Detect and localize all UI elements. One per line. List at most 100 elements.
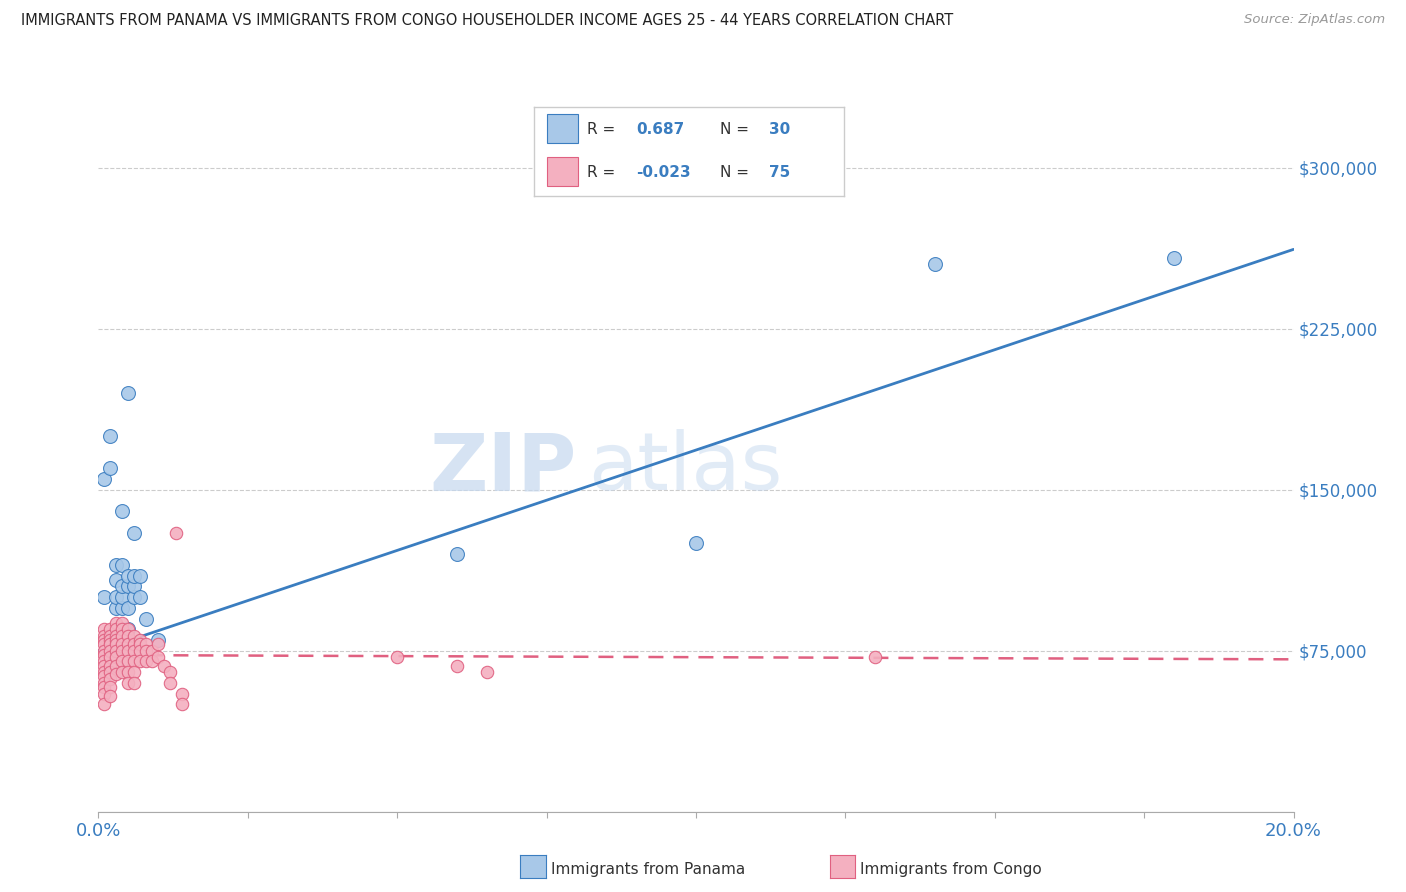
- Point: [135, 637, 157, 651]
- Point: [105, 637, 128, 651]
- Point: [446, 658, 468, 673]
- Point: [100, 461, 122, 475]
- Point: [141, 644, 163, 658]
- Point: [105, 590, 128, 604]
- Point: [685, 536, 707, 550]
- Point: [100, 637, 122, 651]
- Point: [172, 687, 194, 701]
- Point: [100, 633, 122, 648]
- Point: [100, 672, 122, 686]
- Point: [117, 622, 139, 636]
- Point: [159, 676, 181, 690]
- Point: [105, 658, 128, 673]
- Point: [135, 644, 157, 658]
- Text: 75: 75: [769, 165, 790, 179]
- Point: [141, 655, 163, 669]
- Point: [105, 558, 128, 572]
- Point: [111, 590, 134, 604]
- Point: [129, 568, 152, 582]
- Point: [117, 637, 139, 651]
- Point: [93, 637, 115, 651]
- Point: [111, 655, 134, 669]
- Point: [124, 590, 146, 604]
- Point: [93, 644, 115, 658]
- Point: [153, 658, 176, 673]
- Text: Source: ZipAtlas.com: Source: ZipAtlas.com: [1244, 13, 1385, 27]
- Point: [93, 622, 115, 636]
- Point: [100, 429, 122, 443]
- Point: [124, 665, 146, 680]
- Point: [100, 658, 122, 673]
- Text: Immigrants from Panama: Immigrants from Panama: [551, 863, 745, 877]
- Point: [100, 644, 122, 658]
- Text: atlas: atlas: [588, 429, 783, 508]
- Point: [100, 650, 122, 665]
- Point: [105, 633, 128, 648]
- Point: [159, 665, 181, 680]
- Point: [124, 644, 146, 658]
- Point: [100, 665, 122, 680]
- Point: [129, 633, 152, 648]
- Point: [129, 590, 152, 604]
- Point: [100, 622, 122, 636]
- Point: [117, 622, 139, 636]
- Bar: [547, 114, 578, 143]
- Point: [105, 667, 128, 681]
- Point: [105, 650, 128, 665]
- Point: [105, 615, 128, 630]
- Point: [93, 658, 115, 673]
- Point: [111, 637, 134, 651]
- Point: [117, 629, 139, 643]
- Text: N =: N =: [720, 122, 754, 136]
- Text: 0.687: 0.687: [637, 122, 685, 136]
- Point: [111, 622, 134, 636]
- Text: ZIP: ZIP: [429, 429, 576, 508]
- Point: [165, 525, 187, 540]
- Point: [172, 698, 194, 712]
- Point: [117, 665, 139, 680]
- Point: [124, 579, 146, 593]
- Point: [1163, 251, 1185, 265]
- Point: [93, 648, 115, 662]
- Point: [148, 650, 170, 665]
- Point: [124, 525, 146, 540]
- Point: [105, 600, 128, 615]
- Point: [93, 590, 115, 604]
- Point: [124, 629, 146, 643]
- Point: [111, 504, 134, 518]
- Point: [124, 637, 146, 651]
- Point: [117, 386, 139, 401]
- Point: [446, 547, 468, 561]
- Point: [124, 568, 146, 582]
- Point: [111, 579, 134, 593]
- Point: [105, 644, 128, 658]
- Point: [93, 472, 115, 486]
- Point: [111, 615, 134, 630]
- Text: -0.023: -0.023: [637, 165, 690, 179]
- Point: [111, 644, 134, 658]
- Point: [111, 629, 134, 643]
- Point: [111, 600, 134, 615]
- Text: 30: 30: [769, 122, 790, 136]
- Point: [385, 650, 409, 665]
- Point: [117, 644, 139, 658]
- Point: [117, 579, 139, 593]
- Point: [475, 665, 498, 680]
- Point: [105, 622, 128, 636]
- Text: Immigrants from Congo: Immigrants from Congo: [860, 863, 1042, 877]
- Point: [124, 676, 146, 690]
- Point: [135, 655, 157, 669]
- Point: [105, 573, 128, 587]
- Point: [111, 665, 134, 680]
- Point: [105, 629, 128, 643]
- Point: [93, 687, 115, 701]
- Point: [93, 680, 115, 694]
- Point: [93, 676, 115, 690]
- Point: [93, 698, 115, 712]
- Point: [111, 558, 134, 572]
- Point: [124, 655, 146, 669]
- Point: [148, 633, 170, 648]
- Bar: [547, 157, 578, 186]
- Text: IMMIGRANTS FROM PANAMA VS IMMIGRANTS FROM CONGO HOUSEHOLDER INCOME AGES 25 - 44 : IMMIGRANTS FROM PANAMA VS IMMIGRANTS FRO…: [21, 13, 953, 29]
- Point: [117, 676, 139, 690]
